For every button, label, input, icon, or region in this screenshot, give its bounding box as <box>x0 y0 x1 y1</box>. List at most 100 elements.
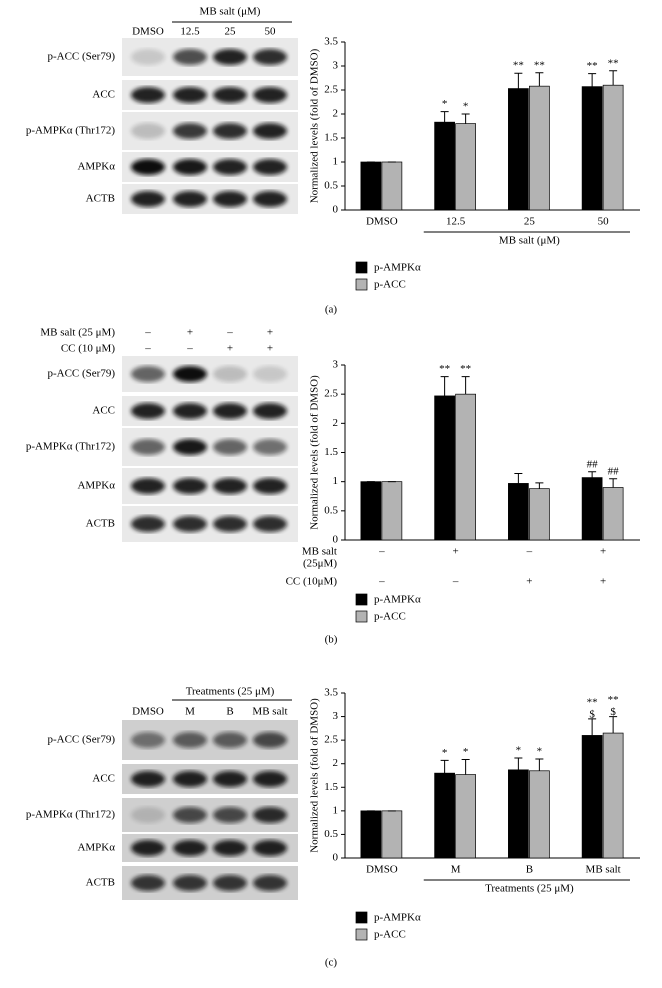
legend-label: p-AMPKα <box>374 912 421 924</box>
condition-sign: – <box>144 343 151 355</box>
bar <box>529 488 550 541</box>
bar <box>381 810 403 859</box>
blot-band <box>253 191 287 207</box>
bar <box>581 735 603 859</box>
y-tick-label: 2.5 <box>324 734 338 746</box>
y-tick-label: 0 <box>333 852 339 864</box>
x-tick-label: 12.5 <box>446 216 466 228</box>
x-tick-label: B <box>526 864 533 876</box>
y-tick-label: 1 <box>333 475 339 487</box>
y-tick-label: 2 <box>333 417 339 429</box>
legend-swatch <box>355 593 368 606</box>
blot-band <box>131 875 165 891</box>
error-bar <box>609 478 618 488</box>
significance-mark: * <box>463 746 469 758</box>
x-row-sign: – <box>378 546 385 558</box>
blot-band <box>253 478 287 494</box>
error-bar <box>461 758 470 775</box>
blot-band <box>131 191 165 207</box>
blot-band <box>253 771 287 787</box>
blot-row-label: AMPKα <box>77 480 115 492</box>
blot-band <box>213 732 247 748</box>
significance-mark: ** <box>587 60 598 72</box>
blot-band <box>173 875 207 891</box>
blot-row-label: AMPKα <box>77 161 115 173</box>
significance-mark: * <box>442 98 448 110</box>
blot-band <box>173 807 207 823</box>
bar <box>508 88 529 211</box>
error-bar <box>588 718 597 736</box>
lane-label: MB salt <box>252 706 287 718</box>
blot-band <box>253 159 287 175</box>
bar <box>455 774 476 859</box>
group-label: MB salt (μM) <box>499 235 560 247</box>
blot-row-label: p-AMPKα (Thr172) <box>26 809 116 821</box>
x-row-label: MB salt <box>302 546 337 558</box>
significance-mark: ** <box>587 696 598 708</box>
significance-mark: * <box>442 747 448 759</box>
bar <box>455 123 476 211</box>
blot-band <box>213 87 247 103</box>
bar <box>602 487 624 541</box>
y-tick-label: 2.5 <box>324 388 338 400</box>
blot-band <box>131 807 165 823</box>
blot-row-label: p-AMPKα (Thr172) <box>26 441 116 453</box>
error-bar <box>461 113 470 124</box>
y-tick-label: 2 <box>333 757 339 769</box>
legend-swatch <box>355 610 368 623</box>
bar <box>381 481 403 541</box>
blot-band <box>213 439 247 455</box>
error-bar <box>535 758 544 771</box>
lane-label: DMSO <box>132 26 164 38</box>
blot-band <box>131 516 165 532</box>
blot-band <box>213 123 247 139</box>
significance-mark: * <box>516 745 522 757</box>
panel-label: (b) <box>325 634 338 646</box>
blot-band <box>213 875 247 891</box>
y-tick-label: 3 <box>333 60 339 72</box>
blot-band <box>173 49 207 65</box>
error-bar <box>514 473 523 484</box>
blot-row-label: ACC <box>92 405 115 417</box>
blot-row-label: ACC <box>92 89 115 101</box>
significance-mark: ** <box>608 694 619 706</box>
blot-band <box>131 87 165 103</box>
x-tick-label: MB salt <box>586 864 621 876</box>
lane-label: 12.5 <box>180 26 200 38</box>
panel-label: (c) <box>325 957 338 969</box>
blot-band <box>253 875 287 891</box>
blot-band <box>253 439 287 455</box>
x-row-sign: + <box>600 546 606 558</box>
blot-band <box>253 366 287 382</box>
blot-band <box>213 516 247 532</box>
blot-band <box>213 159 247 175</box>
error-bar <box>440 111 449 123</box>
error-bar <box>535 72 544 87</box>
significance-mark: ** <box>439 363 450 375</box>
blot-row-label: p-ACC (Ser79) <box>47 51 115 63</box>
legend-swatch <box>355 911 368 924</box>
blot-band <box>253 123 287 139</box>
lane-group-label: Treatments (25 μM) <box>186 686 275 698</box>
blot-band <box>173 87 207 103</box>
y-tick-label: 0.5 <box>324 504 338 516</box>
bar <box>360 481 382 541</box>
blot-band <box>173 439 207 455</box>
y-tick-label: 1 <box>333 156 339 168</box>
lane-label: M <box>185 706 195 718</box>
error-bar <box>609 716 618 734</box>
blot-band <box>131 771 165 787</box>
blot-row-label: p-AMPKα (Thr172) <box>26 125 116 137</box>
bar <box>360 810 382 859</box>
condition-label: MB salt (25 μM) <box>40 327 115 339</box>
blot-band <box>173 732 207 748</box>
bar <box>434 772 455 859</box>
y-tick-label: 3 <box>333 359 339 371</box>
x-row-sign: + <box>526 576 532 588</box>
blot-band <box>173 840 207 856</box>
x-tick-label: 50 <box>598 216 610 228</box>
bar <box>360 161 382 211</box>
blot-row-label: ACC <box>92 773 115 785</box>
x-row-label: CC (10μM) <box>286 576 338 588</box>
bar <box>602 732 624 859</box>
